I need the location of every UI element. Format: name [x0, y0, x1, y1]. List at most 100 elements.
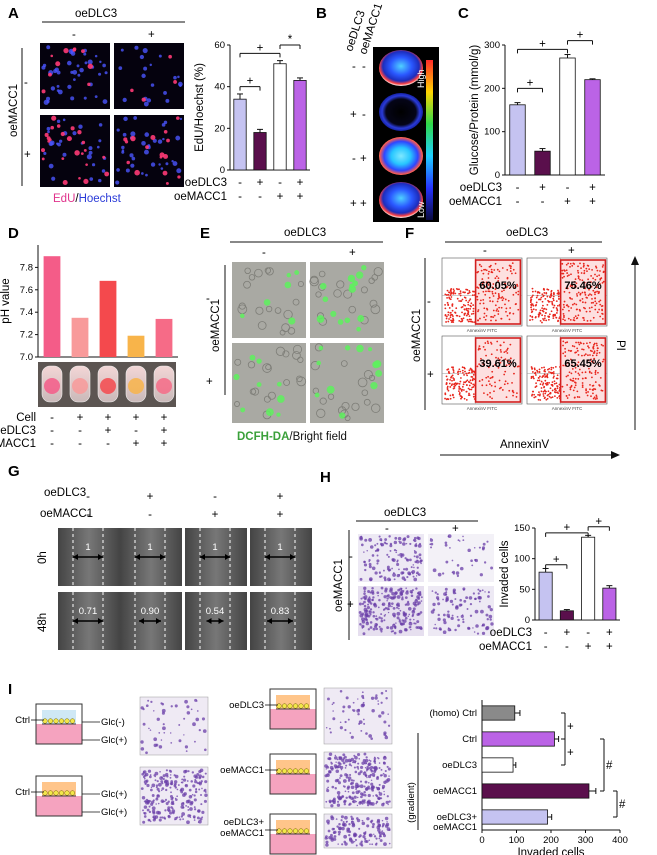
flow-event: [561, 385, 564, 388]
flow-event: [562, 303, 565, 306]
invaded-cell: [490, 622, 494, 626]
hoechst-dot: [172, 161, 178, 167]
flow-event: [547, 318, 550, 321]
i-invaded-cell: [141, 796, 146, 800]
flow-event: [460, 320, 462, 323]
cell-outline: [265, 267, 274, 276]
flow-event: [532, 390, 534, 393]
flow-event: [575, 282, 578, 285]
flow-event: [569, 265, 571, 268]
flow-event: [505, 350, 507, 353]
i-invaded-cell: [141, 772, 145, 776]
hoechst-dot: [87, 59, 93, 65]
invaded-cell: [363, 586, 367, 590]
flow-event: [583, 264, 585, 267]
flow-event: [577, 341, 580, 344]
hoechst-dot: [79, 67, 84, 73]
edu-dot: [55, 61, 61, 67]
chart-d: 7.07.27.47.67.8pH value: [0, 245, 178, 363]
flow-event: [458, 386, 461, 389]
hoechst-dot: [141, 73, 146, 79]
flow-event: [585, 391, 588, 394]
i-invaded-cell: [388, 842, 391, 845]
i-invaded-cell: [142, 809, 144, 812]
i-invaded-cell: [370, 765, 374, 769]
flow-event: [552, 376, 555, 379]
i-invaded-cell: [156, 794, 159, 797]
i-invaded-cell: [188, 788, 192, 792]
flow-event: [499, 349, 502, 351]
flow-event: [593, 388, 595, 390]
i-invaded-cell: [329, 765, 334, 770]
i-invaded-cell: [369, 769, 371, 771]
flow-event: [582, 265, 585, 268]
invaded-cell: [473, 546, 476, 549]
invaded-cell: [406, 590, 409, 593]
i-invaded-cell: [356, 796, 359, 799]
flow-event: [542, 390, 545, 393]
panel-letter-a: A: [8, 5, 19, 22]
i-invaded-cell: [164, 809, 167, 812]
invaded-cell: [392, 612, 396, 617]
flow-event: [500, 297, 503, 299]
edu-dot: [176, 116, 180, 120]
y-axis-label: EdU/Hoechst (%): [194, 63, 206, 152]
flow-event: [449, 397, 452, 400]
flow-event: [498, 358, 501, 361]
flow-event: [552, 295, 555, 298]
cell-outline: [310, 361, 320, 371]
flow-event: [535, 382, 537, 385]
flow-event: [484, 348, 486, 351]
invaded-cell: [376, 554, 379, 557]
flow-event: [460, 377, 462, 379]
i-invaded-cell: [347, 779, 351, 782]
flow-event: [562, 390, 565, 393]
flow-event: [548, 395, 551, 398]
transwell-cell-dots: [358, 534, 494, 636]
flow-event: [458, 319, 461, 322]
i-invaded-cell: [384, 816, 389, 821]
flow-event: [593, 396, 596, 399]
edu-dot: [62, 179, 68, 186]
flow-event: [448, 296, 450, 299]
hoechst-dot: [91, 163, 96, 167]
flow-event: [556, 304, 559, 307]
flow-event: [568, 291, 571, 294]
flow-event: [588, 268, 591, 271]
invaded-cell: [400, 571, 404, 575]
hoechst-dot: [101, 169, 106, 173]
flow-event: [588, 288, 590, 291]
bar: [233, 98, 247, 171]
flow-event: [446, 387, 449, 389]
e-row-minus: -: [206, 293, 210, 305]
cell-outline: [265, 305, 273, 313]
i-invaded-cell: [364, 831, 367, 833]
flow-event: [514, 303, 517, 306]
glc-plus-label: Glc(+): [101, 807, 127, 818]
hoechst-dot: [160, 167, 164, 170]
flow-event: [446, 388, 449, 391]
flow-event: [556, 385, 558, 387]
invaded-cell: [416, 620, 420, 624]
i-invaded-cell: [157, 802, 160, 805]
i-invaded-cell: [331, 703, 334, 706]
i-invaded-cell: [345, 764, 348, 767]
flow-event: [497, 313, 500, 315]
flow-event: [468, 291, 471, 294]
i-invaded-cell: [378, 783, 381, 786]
g-sign-macc1: +: [212, 509, 219, 521]
flow-event: [546, 397, 549, 400]
i-invaded-cell: [353, 840, 356, 843]
i-invaded-cell: [367, 781, 370, 784]
ros-dot: [319, 282, 327, 290]
cell-outline: [357, 377, 368, 388]
flow-event: [532, 304, 535, 307]
invaded-cell: [415, 575, 418, 577]
flow-event: [540, 390, 543, 393]
i-invaded-cell: [354, 838, 358, 842]
i-invaded-cell: [343, 803, 346, 806]
invaded-cell: [367, 590, 371, 593]
flow-event: [492, 283, 495, 285]
flow-event: [487, 366, 490, 369]
flow-event: [595, 394, 598, 397]
